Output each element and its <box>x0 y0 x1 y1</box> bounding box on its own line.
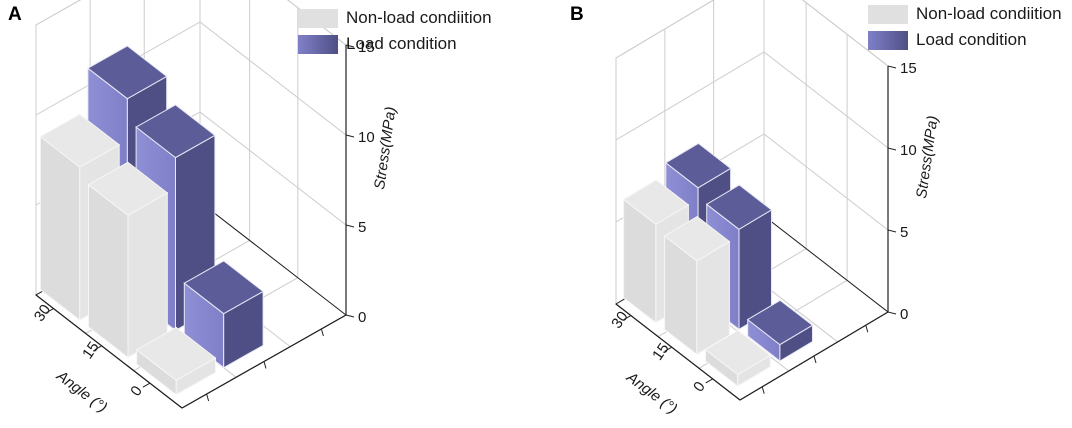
y-tick-mark <box>865 325 869 333</box>
bar-load-angle-30-top-face <box>664 142 732 189</box>
legend-label-non-load: Non-load condiition <box>346 8 492 27</box>
panel-label-b: B <box>570 4 584 25</box>
legend-swatch-non-load <box>868 4 908 24</box>
grid-line <box>615 51 889 149</box>
bar-non-load-angle-30-top-face <box>39 113 121 168</box>
bar-load-angle-0 <box>746 299 814 363</box>
bar-load-angle-30-top-face <box>86 45 168 100</box>
legend-item-non-load: Non-load condiition <box>298 6 492 30</box>
legend-label-load: Load condition <box>916 30 1027 49</box>
x-tick-label: 15 <box>79 339 102 362</box>
bar-non-load-angle-0-top-face <box>135 326 217 381</box>
y-tick-mark <box>761 386 765 394</box>
bar-load-angle-15-top-face <box>135 104 216 159</box>
z-tick-mark <box>887 229 897 233</box>
z-tick-label: 15 <box>900 60 917 77</box>
legend-swatch-load <box>868 30 908 50</box>
z-tick-mark <box>345 134 355 138</box>
z-tick-label: 15 <box>358 39 375 56</box>
legend-a: Non-load condiition Load condition <box>298 6 492 58</box>
bar-non-load-angle-0 <box>135 326 217 396</box>
z-axis-title: Stress(MPa) <box>371 106 399 191</box>
x-tick-mark <box>94 345 102 351</box>
x-axis-line <box>35 294 183 409</box>
y-tick-mark <box>813 355 817 364</box>
x-axis-line <box>615 303 741 401</box>
legend-item-load: Load condition <box>868 28 1062 52</box>
z-axis-title: Stress(MPa) <box>913 115 941 200</box>
y-tick-mark <box>206 393 210 402</box>
bar-non-load-angle-0-top-face <box>704 329 772 376</box>
chart-panel-b: 0 5 10 15 Stress(MPa) 0 15 30 Angle (°) B Non-lo… <box>536 0 1072 428</box>
bar-non-load-angle-15 <box>87 161 169 359</box>
legend-label-non-load: Non-load condiition <box>916 4 1062 23</box>
legend-swatch-load <box>298 34 338 54</box>
z-tick-label: 10 <box>358 129 375 146</box>
z-tick-mark <box>345 44 355 48</box>
chart-b-canvas: 0 5 10 15 Stress(MPa) 0 15 30 Angle (°) <box>608 0 942 418</box>
legend-item-non-load: Non-load condiition <box>868 2 1062 26</box>
x-tick-mark <box>46 308 54 313</box>
z-tick-mark <box>887 311 897 315</box>
legend-b: Non-load condiition Load condition <box>868 2 1062 54</box>
chart-panel-a: 0 5 10 15 Stress(MPa) 0 15 30 Angle (°) A Non-lo… <box>8 0 492 416</box>
legend-label-load: Load condition <box>346 34 457 53</box>
x-tick-label: 30 <box>31 301 54 324</box>
x-tick-label: 15 <box>649 340 672 363</box>
legend-swatch-non-load <box>298 8 338 28</box>
bar-non-load-angle-15-front-face <box>127 192 168 359</box>
bar-load-angle-15-top-face <box>705 184 773 230</box>
bar-non-load-angle-15-top-face <box>663 215 731 262</box>
z-tick-mark <box>345 224 355 228</box>
z-tick-label: 0 <box>900 306 908 323</box>
x-tick-mark <box>664 346 673 352</box>
y-tick-mark <box>320 328 324 337</box>
bar-non-load-angle-30-side-face <box>39 135 81 322</box>
x-tick-mark <box>705 378 713 384</box>
x-axis-title: Angle (°) <box>52 367 110 416</box>
bar-non-load-angle-15 <box>663 215 731 356</box>
z-tick-label: 5 <box>358 219 366 236</box>
bars-group <box>39 45 265 396</box>
chart-a-canvas: 0 5 10 15 Stress(MPa) 0 15 30 Angle (°) <box>31 0 400 416</box>
grid-line <box>615 0 889 67</box>
x-tick-mark <box>142 382 151 388</box>
x-axis-title: Angle (°) <box>623 368 681 417</box>
grid-line <box>35 0 347 46</box>
z-tick-mark <box>887 147 897 151</box>
bar-non-load-angle-15-top-face <box>87 161 169 216</box>
z-tick-label: 0 <box>358 309 366 326</box>
bar-load-angle-0-top-face <box>746 299 814 346</box>
z-tick-label: 10 <box>900 142 917 159</box>
bars-group <box>622 142 814 388</box>
z-tick-mark <box>887 65 897 69</box>
bar-load-angle-0 <box>183 260 265 369</box>
y-tick-mark <box>263 361 267 369</box>
x-tick-label: 0 <box>127 383 146 400</box>
z-tick-mark <box>345 314 355 318</box>
bar-load-angle-0-top-face <box>183 260 265 315</box>
x-tick-mark <box>623 315 632 320</box>
bar-non-load-angle-30-top-face <box>622 179 690 225</box>
legend-item-load: Load condition <box>298 32 492 56</box>
z-tick-label: 5 <box>900 224 908 241</box>
panel-label-a: A <box>8 4 22 25</box>
bar-non-load-angle-0 <box>704 329 772 388</box>
x-tick-label: 30 <box>608 308 631 331</box>
x-tick-label: 0 <box>690 379 709 396</box>
